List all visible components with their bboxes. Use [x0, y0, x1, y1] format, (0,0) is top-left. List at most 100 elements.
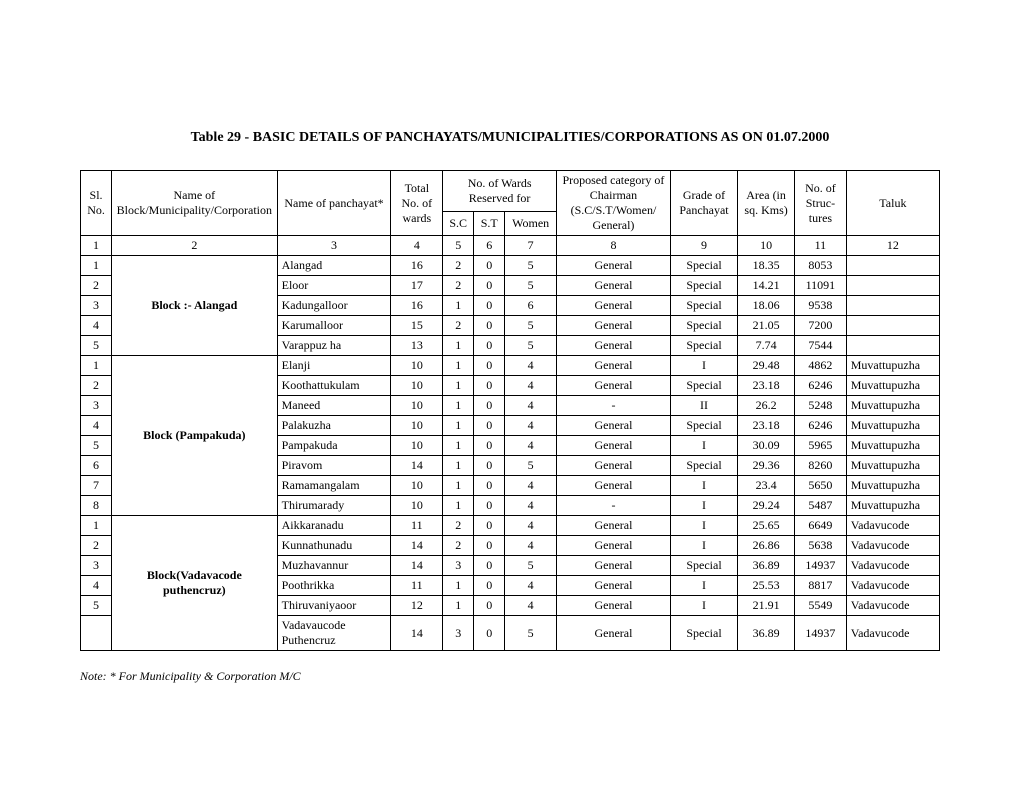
cell-st: 0 — [474, 296, 505, 316]
colnum: 5 — [443, 236, 474, 256]
cell-sc: 1 — [443, 496, 474, 516]
cell-pan: Varappuz ha — [277, 336, 391, 356]
cell-struc: 4862 — [795, 356, 847, 376]
cell-area: 26.2 — [738, 396, 795, 416]
cell-sl: 1 — [81, 256, 112, 276]
cell-women: 5 — [505, 456, 557, 476]
cell-sc: 2 — [443, 536, 474, 556]
cell-pan: Piravom — [277, 456, 391, 476]
cell-prop: General — [557, 316, 671, 336]
cell-sl: 6 — [81, 456, 112, 476]
cell-pan: Thiruvaniyaoor — [277, 596, 391, 616]
cell-taluk: Vadavucode — [846, 556, 939, 576]
cell-area: 26.86 — [738, 536, 795, 556]
cell-grade: Special — [670, 556, 737, 576]
cell-struc: 5487 — [795, 496, 847, 516]
cell-st: 0 — [474, 436, 505, 456]
cell-sl: 2 — [81, 536, 112, 556]
cell-grade: I — [670, 596, 737, 616]
cell-sl: 1 — [81, 516, 112, 536]
cell-area: 30.09 — [738, 436, 795, 456]
cell-area: 21.05 — [738, 316, 795, 336]
panchayat-table: Sl. No. Name of Block/Municipality/Corpo… — [80, 170, 940, 651]
colnum: 3 — [277, 236, 391, 256]
cell-sl: 8 — [81, 496, 112, 516]
cell-total: 17 — [391, 276, 443, 296]
cell-pan: Pampakuda — [277, 436, 391, 456]
table-head: Sl. No. Name of Block/Municipality/Corpo… — [81, 171, 940, 256]
cell-st: 0 — [474, 356, 505, 376]
cell-total: 14 — [391, 616, 443, 651]
cell-taluk: Muvattupuzha — [846, 436, 939, 456]
cell-taluk: Muvattupuzha — [846, 396, 939, 416]
cell-sc: 1 — [443, 296, 474, 316]
cell-taluk — [846, 316, 939, 336]
cell-prop: General — [557, 576, 671, 596]
hdr-sc: S.C — [443, 212, 474, 236]
cell-prop: General — [557, 256, 671, 276]
cell-prop: General — [557, 556, 671, 576]
cell-pan: Palakuzha — [277, 416, 391, 436]
cell-pan: Muzhavannur — [277, 556, 391, 576]
colnum: 8 — [557, 236, 671, 256]
cell-taluk: Muvattupuzha — [846, 476, 939, 496]
table-row: 1Block :- AlangadAlangad16205GeneralSpec… — [81, 256, 940, 276]
cell-area: 7.74 — [738, 336, 795, 356]
cell-sl: 4 — [81, 576, 112, 596]
hdr-struc: No. of Struc- tures — [795, 171, 847, 236]
cell-struc: 8260 — [795, 456, 847, 476]
cell-grade: I — [670, 516, 737, 536]
cell-st: 0 — [474, 536, 505, 556]
cell-women: 4 — [505, 476, 557, 496]
cell-area: 23.18 — [738, 376, 795, 396]
table-row: 1Block (Pampakuda)Elanji10104GeneralI29.… — [81, 356, 940, 376]
cell-total: 12 — [391, 596, 443, 616]
cell-sl: 1 — [81, 356, 112, 376]
cell-total: 14 — [391, 536, 443, 556]
cell-taluk — [846, 256, 939, 276]
cell-sc: 1 — [443, 416, 474, 436]
cell-sl: 2 — [81, 376, 112, 396]
cell-women: 4 — [505, 436, 557, 456]
hdr-total: Total No. of wards — [391, 171, 443, 236]
cell-prop: - — [557, 496, 671, 516]
colnum: 4 — [391, 236, 443, 256]
cell-struc: 8053 — [795, 256, 847, 276]
table-row: 1Block(Vadavacode puthencruz)Aikkaranadu… — [81, 516, 940, 536]
cell-sl — [81, 616, 112, 651]
cell-grade: I — [670, 576, 737, 596]
colnum: 6 — [474, 236, 505, 256]
hdr-grade: Grade of Panchayat — [670, 171, 737, 236]
cell-sc: 1 — [443, 476, 474, 496]
cell-sl: 3 — [81, 296, 112, 316]
cell-st: 0 — [474, 316, 505, 336]
cell-pan: Aikkaranadu — [277, 516, 391, 536]
cell-women: 5 — [505, 316, 557, 336]
cell-area: 29.24 — [738, 496, 795, 516]
cell-taluk: Muvattupuzha — [846, 416, 939, 436]
cell-sl: 2 — [81, 276, 112, 296]
cell-prop: General — [557, 616, 671, 651]
cell-st: 0 — [474, 496, 505, 516]
cell-total: 11 — [391, 576, 443, 596]
table-title: Table 29 - BASIC DETAILS OF PANCHAYATS/M… — [80, 130, 940, 146]
cell-sl: 4 — [81, 416, 112, 436]
cell-grade: Special — [670, 316, 737, 336]
hdr-proposed: Proposed category of Chairman (S.C/S.T/W… — [557, 171, 671, 236]
cell-struc: 14937 — [795, 616, 847, 651]
colnum: 12 — [846, 236, 939, 256]
cell-pan: Karumalloor — [277, 316, 391, 336]
cell-sl: 3 — [81, 556, 112, 576]
cell-area: 18.35 — [738, 256, 795, 276]
colnum: 2 — [112, 236, 278, 256]
cell-grade: I — [670, 436, 737, 456]
cell-prop: General — [557, 416, 671, 436]
cell-grade: Special — [670, 616, 737, 651]
cell-st: 0 — [474, 596, 505, 616]
hdr-sl: Sl. No. — [81, 171, 112, 236]
cell-prop: General — [557, 356, 671, 376]
cell-pan: Kunnathunadu — [277, 536, 391, 556]
cell-sc: 1 — [443, 596, 474, 616]
cell-total: 14 — [391, 556, 443, 576]
cell-st: 0 — [474, 336, 505, 356]
